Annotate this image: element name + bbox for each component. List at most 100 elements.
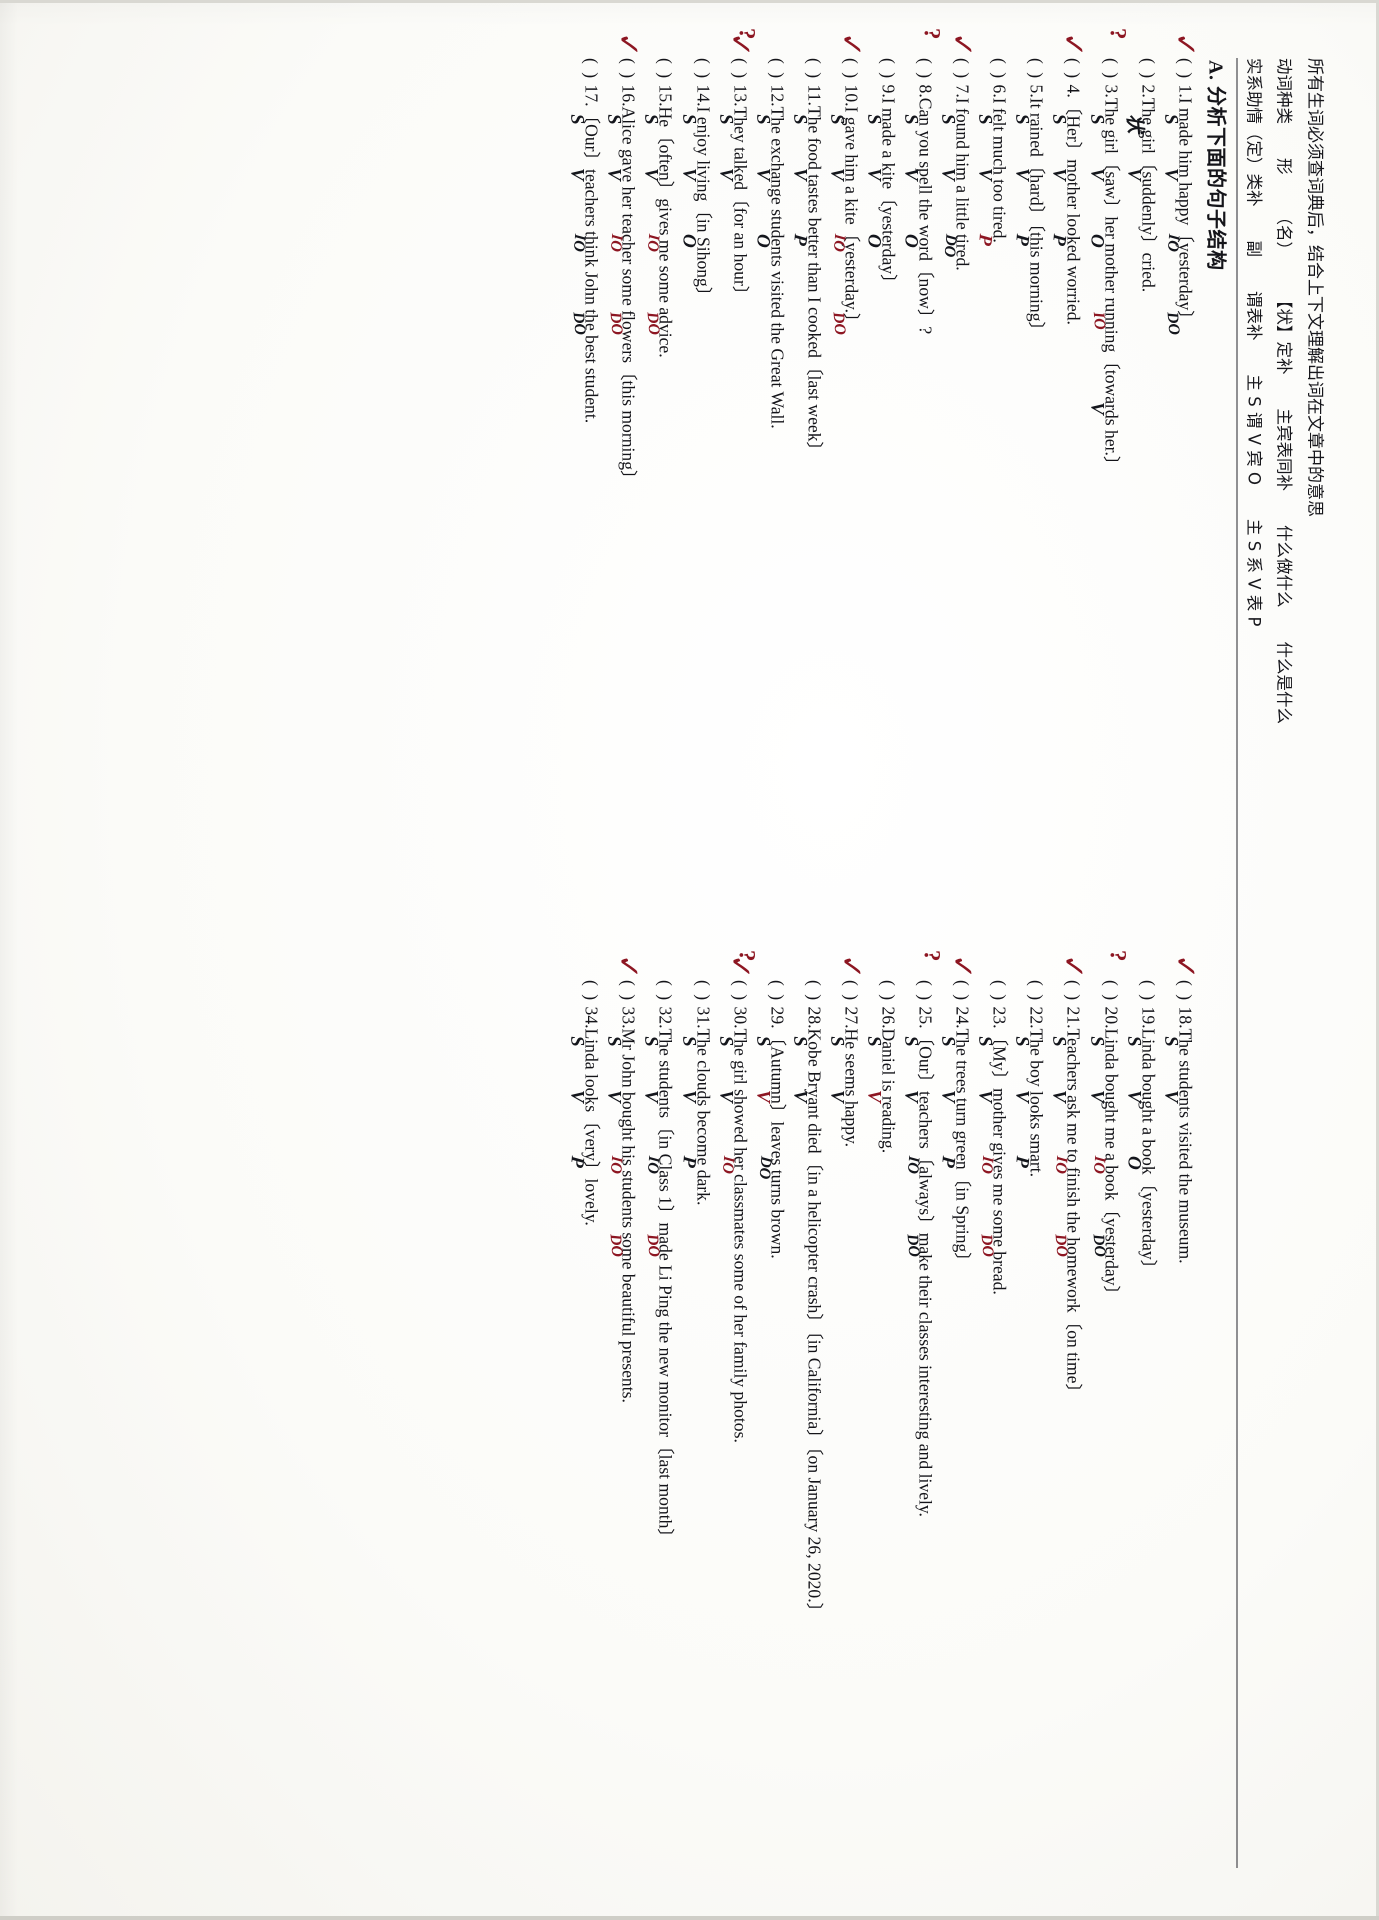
teacher-question-mark: ? — [919, 950, 945, 962]
answer-blank[interactable]: ( ) — [655, 980, 676, 1003]
section-label: A. — [1203, 60, 1226, 81]
answer-blank[interactable]: ( ) — [1174, 58, 1195, 81]
answer-blank[interactable]: ( ) — [840, 980, 861, 1003]
answer-blank[interactable]: ( ) — [1137, 980, 1158, 1003]
answer-blank[interactable]: ( ) — [915, 58, 936, 81]
answer-blank[interactable]: ( ) — [1026, 58, 1047, 81]
question-sentence: 4.〔Her〕mother looked worried. — [1063, 80, 1084, 325]
answer-blank[interactable]: ( ) — [692, 980, 713, 1003]
question-row: ( ) 6.I felt much too tired. S V P — [974, 58, 1010, 946]
teacher-question-mark: ? — [1104, 28, 1130, 40]
question-sentence: 9.I made a kite〔yesterday〕 — [878, 80, 898, 292]
teacher-check-mark: ✓ — [833, 32, 867, 58]
answer-blank[interactable]: ( ) — [1137, 58, 1158, 81]
question-sentence: 24.The trees turn green〔in Spring〕 — [952, 1002, 973, 1270]
question-sentence: 23.〔My〕mother gives me some bread. — [989, 1002, 1010, 1295]
teacher-check-mark: ✓ — [611, 32, 645, 58]
answer-blank[interactable]: ( ) — [692, 58, 713, 81]
question-row: ( ) 31.The clouds become dark. S V P — [677, 980, 713, 1868]
question-row: ( ) 29.〔Autumn〕leaves turns brown. S V DO — [751, 980, 787, 1868]
answer-blank[interactable]: ( ) — [729, 980, 750, 1003]
verb-legend-second: 实系助情（定）类补 副 谓表补 主 S 谓 V 宾 O 主 S 系 V 表 P — [1243, 58, 1267, 1868]
answer-blank[interactable]: ( ) — [878, 58, 898, 81]
answer-blank[interactable]: ( ) — [729, 58, 750, 81]
teacher-question-mark: ? — [919, 28, 945, 40]
question-sentence: 32.The students〔in Class 1〕made Li Ping … — [655, 1002, 676, 1547]
legend-verb-kinds: 动词种类 — [1273, 58, 1293, 124]
answer-blank[interactable]: ( ) — [655, 58, 676, 81]
question-sentence: 20.Linda bought me a book〔yesterday〕 — [1100, 1002, 1121, 1304]
question-sentence: 19.Linda bought a book〔yesterday〕 — [1137, 1002, 1158, 1278]
question-row: ( ) 7.I found him a little tired. S V DO ✓ — [937, 32, 978, 946]
question-row: ( ) 11.The food tastes better than I coo… — [788, 58, 824, 946]
legend-bracket: 【状】定补 — [1273, 292, 1293, 375]
answer-blank[interactable]: ( ) — [1026, 980, 1047, 1003]
teacher-question-mark: ? — [733, 28, 759, 40]
answer-blank[interactable]: ( ) — [1100, 980, 1121, 1003]
answer-blank[interactable]: ( ) — [618, 980, 639, 1003]
question-sentence: 17.〔Our〕teachers think John the best stu… — [581, 80, 602, 424]
legend-noun: （名） — [1273, 208, 1293, 259]
teacher-question-mark: ? — [1104, 950, 1130, 962]
answer-blank[interactable]: ( ) — [952, 980, 973, 1003]
worksheet-header: 所有生词必须查词典后，结合上下文理解出词在文章中的意思 动词种类 形 （名） 【… — [1235, 58, 1324, 1868]
scan-edge-bottom — [0, 1916, 1379, 1920]
question-sentence: 15.He〔often〕gives me some advice. — [655, 80, 676, 358]
answer-blank[interactable]: ( ) — [989, 980, 1010, 1003]
teacher-question-mark: ? — [733, 950, 759, 962]
section-title: A. 分析下面的句子结构 — [1203, 60, 1232, 1868]
answer-blank[interactable]: ( ) — [1174, 980, 1195, 1003]
question-sentence: 25.〔Our〕teachers〔always〕make their class… — [915, 1002, 936, 1517]
question-row: ( ) 8.Can you spell the word〔now〕? S V O? — [900, 28, 945, 946]
question-row: ( ) 17.〔Our〕teachers think John the best… — [566, 58, 602, 946]
answer-blank[interactable]: ( ) — [989, 58, 1010, 81]
question-sentence: 16.Alice gave her teacher some flowers〔t… — [618, 80, 639, 488]
answer-blank[interactable]: ( ) — [618, 58, 639, 81]
question-row: ( ) 24.The trees turn green〔in Spring〕 S V… — [937, 954, 978, 1868]
question-column-left: ( ) 1.I made him happy〔yesterday〕 S V IO DO ✓… — [562, 28, 1201, 946]
answer-blank[interactable]: ( ) — [581, 980, 602, 1003]
question-row: ( ) 15.He〔often〕gives me some advice. S V I… — [640, 58, 676, 946]
question-sentence: 11.The food tastes better than I cooked〔… — [803, 80, 824, 460]
question-sentence: 14.I enjoy living〔in Sihong〕 — [692, 80, 713, 305]
answer-blank[interactable]: ( ) — [803, 58, 824, 81]
question-sentence: 3.The girl〔saw〕her mother running〔toward… — [1100, 80, 1121, 474]
question-sentence: 1.I made him happy〔yesterday〕 — [1174, 80, 1195, 328]
question-sentence: 2.The girl〔suddenly〕cried. — [1137, 80, 1158, 293]
question-sentence: 13.They talked〔for an hour〕 — [729, 80, 750, 304]
question-row: ( ) 2.The girl〔suddenly〕cried. 状 V — [1122, 58, 1158, 946]
question-columns: ( ) 1.I made him happy〔yesterday〕 S V IO DO ✓… — [562, 28, 1201, 1868]
answer-blank[interactable]: ( ) — [840, 58, 861, 81]
answer-blank[interactable]: ( ) — [915, 980, 936, 1003]
answer-blank[interactable]: ( ) — [1063, 980, 1084, 1003]
legend-predicate-complement: 谓表补 — [1243, 291, 1263, 341]
teacher-check-mark: ✓ — [611, 954, 645, 980]
answer-blank[interactable]: ( ) — [581, 58, 602, 81]
scan-edge-top — [0, 0, 1379, 3]
question-row: ( ) 3.The girl〔saw〕her mother running〔to… — [1085, 28, 1130, 946]
answer-blank[interactable]: ( ) — [1100, 58, 1121, 81]
verb-legend: 动词种类 形 （名） 【状】定补 主宾表同补 什么做什么 什么是什么 — [1273, 58, 1297, 1868]
answer-blank[interactable]: ( ) — [878, 980, 898, 1003]
question-row: ( ) 25.〔Our〕teachers〔always〕make their c… — [900, 950, 944, 1868]
question-row: ( ) 13.They talked〔for an hour〕 S V ✓? — [714, 28, 758, 946]
question-row: ( ) 19.Linda bought a book〔yesterday〕 S V O — [1122, 980, 1158, 1868]
question-row: ( ) 23.〔My〕mother gives me some bread. S V… — [974, 980, 1010, 1868]
question-row: ( ) 18.The students visited the museum. S… — [1159, 954, 1200, 1868]
question-row: ( ) 14.I enjoy living〔in Sihong〕 S V O — [677, 58, 713, 946]
question-sentence: 22.The boy looks smart. — [1026, 1002, 1047, 1178]
question-row: ( ) 28.Kobe Bryant died〔in a helicopter … — [788, 980, 824, 1868]
question-sentence: 7.I found him a little tired. — [952, 80, 973, 271]
scan-edge-right — [1376, 0, 1379, 1920]
answer-blank[interactable]: ( ) — [803, 980, 824, 1003]
teacher-check-mark: ✓ — [945, 32, 979, 58]
answer-blank[interactable]: ( ) — [766, 980, 787, 1003]
answer-blank[interactable]: ( ) — [952, 58, 973, 81]
answer-blank[interactable]: ( ) — [1063, 58, 1084, 81]
legend-pattern-svo: 主 S 谓 V 宾 O — [1243, 374, 1263, 485]
answer-blank[interactable]: ( ) — [766, 58, 787, 81]
question-row: ( ) 22.The boy looks smart. S V P — [1011, 980, 1047, 1868]
legend-question-2: 什么是什么 — [1273, 641, 1293, 725]
